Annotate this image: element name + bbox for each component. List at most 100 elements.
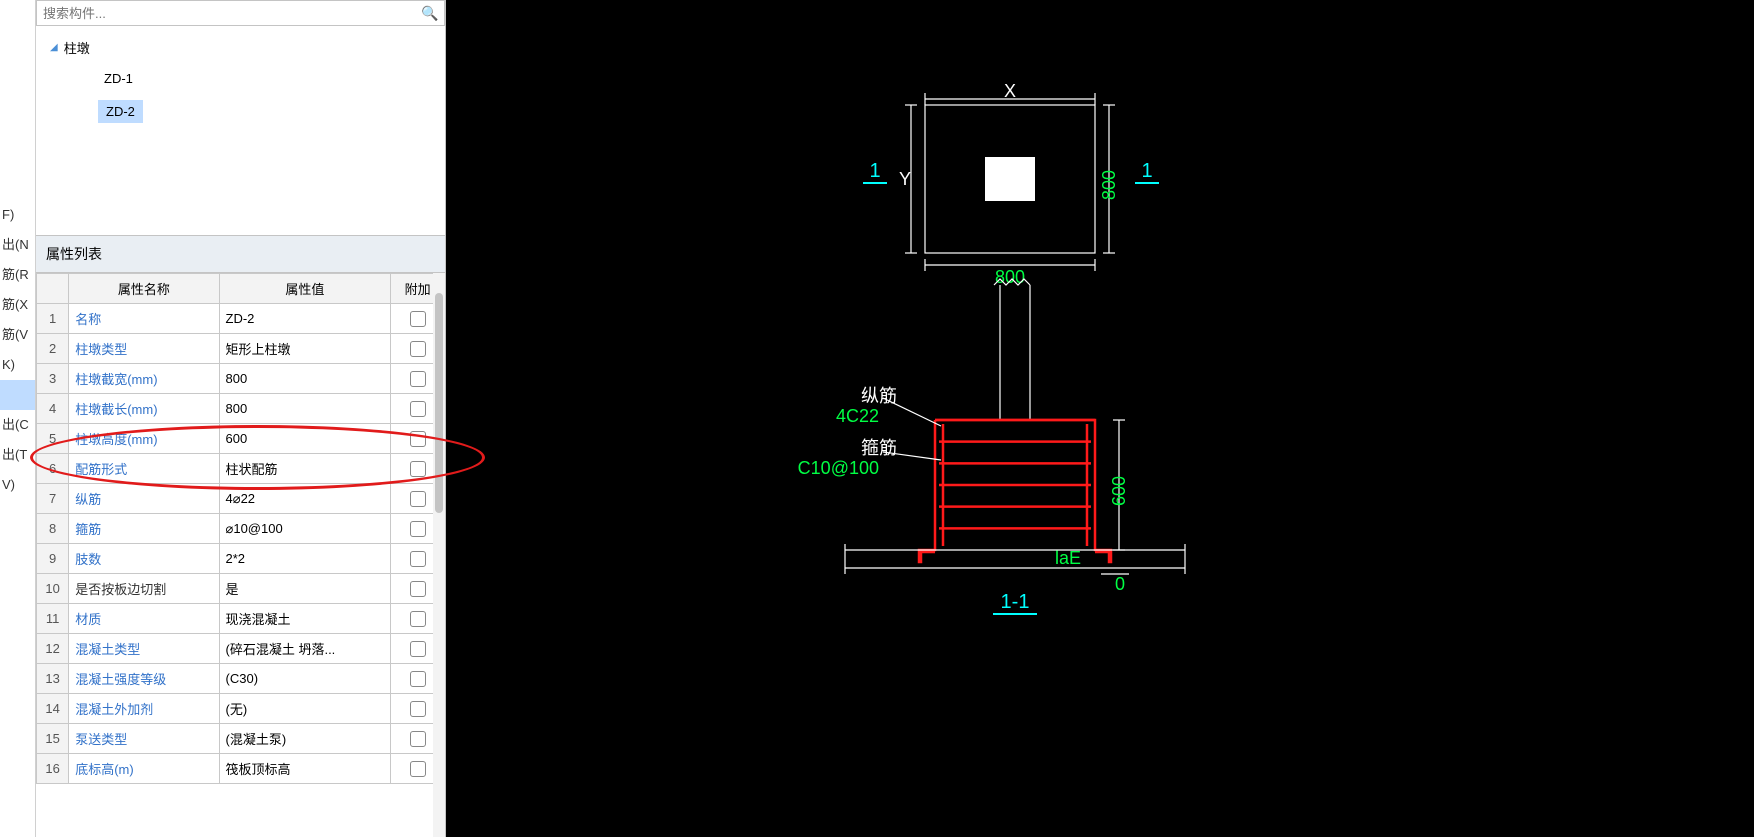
row-index: 1 — [37, 304, 69, 334]
svg-text:1-1: 1-1 — [1001, 591, 1030, 613]
left-strip-item[interactable]: 筋(X — [0, 290, 35, 320]
prop-name: 混凝土类型 — [69, 634, 219, 664]
scrollbar[interactable] — [433, 273, 445, 837]
svg-text:800: 800 — [1099, 170, 1119, 200]
prop-value[interactable]: (C30) — [219, 664, 391, 694]
extra-checkbox[interactable] — [410, 551, 426, 567]
row-index: 7 — [37, 484, 69, 514]
cad-svg: XY80080011600laE0纵筋4C22箍筋C10@1001-1 — [446, 0, 1754, 837]
tree-item[interactable]: ZD-1 — [98, 65, 445, 92]
left-strip-item[interactable]: V) — [0, 470, 35, 500]
prop-value[interactable]: 柱状配筋 — [219, 454, 391, 484]
extra-checkbox[interactable] — [410, 491, 426, 507]
tree-item[interactable]: ZD-2 — [98, 100, 143, 123]
drawing-canvas[interactable]: XY80080011600laE0纵筋4C22箍筋C10@1001-1 — [446, 0, 1754, 837]
prop-value[interactable]: 800 — [219, 364, 391, 394]
search-input[interactable] — [37, 6, 416, 21]
prop-name: 肢数 — [69, 544, 219, 574]
table-row[interactable]: 11材质现浇混凝土 — [37, 604, 445, 634]
prop-value[interactable]: (无) — [219, 694, 391, 724]
tree-parent-node[interactable]: ◢ 柱墩 — [46, 34, 445, 61]
left-strip-item[interactable]: 筋(V — [0, 320, 35, 350]
extra-checkbox[interactable] — [410, 761, 426, 777]
svg-text:Y: Y — [899, 169, 911, 189]
left-strip-item[interactable]: F) — [0, 200, 35, 230]
row-index: 4 — [37, 394, 69, 424]
table-row[interactable]: 7纵筋4⌀22 — [37, 484, 445, 514]
left-vertical-toolbar: F)出(N筋(R筋(X筋(VK) 出(C出(TV) — [0, 0, 36, 837]
prop-value[interactable]: 2*2 — [219, 544, 391, 574]
table-row[interactable]: 14混凝土外加剂(无) — [37, 694, 445, 724]
row-index: 6 — [37, 454, 69, 484]
table-row[interactable]: 4柱墩截长(mm)800 — [37, 394, 445, 424]
extra-checkbox[interactable] — [410, 701, 426, 717]
extra-checkbox[interactable] — [410, 581, 426, 597]
left-strip-item[interactable]: 出(C — [0, 410, 35, 440]
extra-checkbox[interactable] — [410, 521, 426, 537]
table-row[interactable]: 3柱墩截宽(mm)800 — [37, 364, 445, 394]
table-row[interactable]: 9肢数2*2 — [37, 544, 445, 574]
prop-name: 纵筋 — [69, 484, 219, 514]
svg-text:800: 800 — [995, 267, 1025, 287]
extra-checkbox[interactable] — [410, 641, 426, 657]
svg-text:1: 1 — [869, 160, 880, 182]
extra-checkbox[interactable] — [410, 341, 426, 357]
extra-checkbox[interactable] — [410, 461, 426, 477]
property-table-wrap: 属性名称 属性值 附加 1名称ZD-22柱墩类型矩形上柱墩3柱墩截宽(mm)80… — [36, 273, 445, 837]
table-row[interactable]: 2柱墩类型矩形上柱墩 — [37, 334, 445, 364]
prop-value[interactable]: 矩形上柱墩 — [219, 334, 391, 364]
row-index: 13 — [37, 664, 69, 694]
table-row[interactable]: 12混凝土类型(碎石混凝土 坍落... — [37, 634, 445, 664]
prop-name: 配筋形式 — [69, 454, 219, 484]
extra-checkbox[interactable] — [410, 611, 426, 627]
prop-value[interactable]: 现浇混凝土 — [219, 604, 391, 634]
left-strip-item[interactable] — [0, 380, 35, 410]
left-strip-item[interactable]: 出(N — [0, 230, 35, 260]
property-panel-header: 属性列表 — [36, 236, 445, 273]
extra-checkbox[interactable] — [410, 731, 426, 747]
extra-checkbox[interactable] — [410, 371, 426, 387]
prop-name: 柱墩高度(mm) — [69, 424, 219, 454]
prop-name: 混凝土外加剂 — [69, 694, 219, 724]
prop-value[interactable]: 是 — [219, 574, 391, 604]
table-row[interactable]: 1名称ZD-2 — [37, 304, 445, 334]
table-row[interactable]: 13混凝土强度等级(C30) — [37, 664, 445, 694]
prop-value[interactable]: ZD-2 — [219, 304, 391, 334]
search-icon[interactable]: 🔍 — [416, 5, 444, 22]
prop-value[interactable]: 筏板顶标高 — [219, 754, 391, 784]
prop-name: 箍筋 — [69, 514, 219, 544]
extra-checkbox[interactable] — [410, 431, 426, 447]
prop-value[interactable]: (混凝土泵) — [219, 724, 391, 754]
col-rownum — [37, 274, 69, 304]
prop-name: 柱墩截长(mm) — [69, 394, 219, 424]
tree-parent-label: 柱墩 — [64, 38, 90, 57]
prop-value[interactable]: 800 — [219, 394, 391, 424]
row-index: 15 — [37, 724, 69, 754]
scrollbar-thumb[interactable] — [435, 293, 443, 513]
table-row[interactable]: 6配筋形式柱状配筋 — [37, 454, 445, 484]
table-row[interactable]: 15泵送类型(混凝土泵) — [37, 724, 445, 754]
sidebar-panel: 🔍 ◢ 柱墩 ZD-1ZD-2 属性列表 属性名称 属性值 附 — [36, 0, 446, 837]
table-row[interactable]: 16底标高(m)筏板顶标高 — [37, 754, 445, 784]
prop-value[interactable]: ⌀10@100 — [219, 514, 391, 544]
extra-checkbox[interactable] — [410, 671, 426, 687]
row-index: 14 — [37, 694, 69, 724]
prop-name: 名称 — [69, 304, 219, 334]
prop-value[interactable]: 600 — [219, 424, 391, 454]
prop-value[interactable]: (碎石混凝土 坍落... — [219, 634, 391, 664]
search-box[interactable]: 🔍 — [36, 0, 445, 26]
table-row[interactable]: 10是否按板边切割是 — [37, 574, 445, 604]
svg-text:X: X — [1004, 81, 1016, 101]
prop-name: 柱墩截宽(mm) — [69, 364, 219, 394]
left-strip-item[interactable]: K) — [0, 350, 35, 380]
left-strip-item[interactable]: 出(T — [0, 440, 35, 470]
extra-checkbox[interactable] — [410, 311, 426, 327]
row-index: 5 — [37, 424, 69, 454]
component-tree: ◢ 柱墩 ZD-1 ZD-2 — [36, 26, 445, 236]
left-strip-item[interactable]: 筋(R — [0, 260, 35, 290]
prop-value[interactable]: 4⌀22 — [219, 484, 391, 514]
table-row[interactable]: 5柱墩高度(mm)600 — [37, 424, 445, 454]
extra-checkbox[interactable] — [410, 401, 426, 417]
col-name: 属性名称 — [69, 274, 219, 304]
table-row[interactable]: 8箍筋⌀10@100 — [37, 514, 445, 544]
